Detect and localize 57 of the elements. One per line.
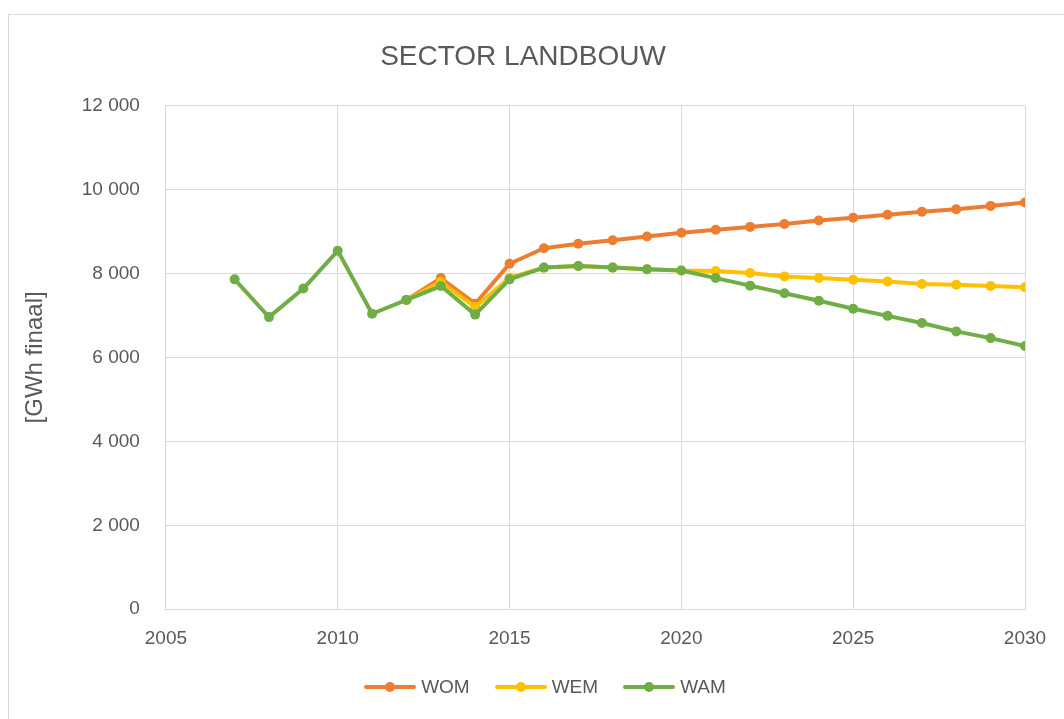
point (538, 243, 549, 254)
point (745, 221, 756, 232)
y-tick-label: 2 000 (92, 513, 140, 535)
point (229, 274, 240, 285)
point (710, 224, 721, 235)
point (882, 276, 893, 287)
point (951, 204, 962, 215)
point (848, 303, 859, 314)
x-tick-label: 2020 (660, 626, 703, 648)
x-tick-label: 2005 (144, 626, 188, 648)
y-tick-label: 6 000 (92, 345, 140, 367)
y-tick-label: 8 000 (92, 261, 140, 283)
point (298, 283, 309, 294)
point (504, 258, 515, 269)
point (882, 310, 893, 321)
x-tick-label: 2030 (1003, 626, 1047, 648)
point (676, 227, 687, 238)
chart-title: SECTOR LANDBOUW (380, 39, 667, 71)
point (779, 218, 790, 229)
point (848, 274, 859, 285)
point (779, 271, 790, 282)
y-tick-label: 4 000 (92, 429, 140, 451)
point (916, 317, 927, 328)
y-tick-label: 0 (129, 597, 140, 619)
point (435, 281, 446, 292)
x-tick-label: 2010 (316, 626, 359, 648)
point (745, 268, 756, 279)
point (985, 281, 996, 292)
point (951, 279, 962, 290)
point (264, 312, 274, 323)
point (951, 326, 962, 337)
point (848, 212, 859, 223)
y-tick-label: 12 000 (81, 93, 140, 115)
point (573, 238, 584, 249)
y-axis-title: [GWh finaal] (20, 291, 48, 424)
point (642, 231, 652, 242)
legend-label: WEM (551, 676, 599, 698)
point (985, 333, 996, 344)
point (916, 206, 927, 217)
point (813, 295, 824, 306)
legend-label: WOM (421, 676, 470, 698)
point (882, 209, 893, 220)
point (745, 280, 756, 291)
point (779, 288, 790, 299)
point (332, 245, 343, 256)
point (916, 278, 927, 289)
point (710, 273, 721, 284)
y-tick-label: 10 000 (81, 177, 140, 199)
x-tick-label: 2015 (488, 626, 531, 648)
point (367, 308, 378, 319)
point (813, 273, 824, 284)
x-tick-label: 2025 (832, 626, 875, 648)
legend-label: WAM (680, 676, 726, 698)
point (470, 309, 481, 320)
point (985, 200, 996, 211)
point (813, 215, 824, 226)
point (607, 235, 618, 246)
